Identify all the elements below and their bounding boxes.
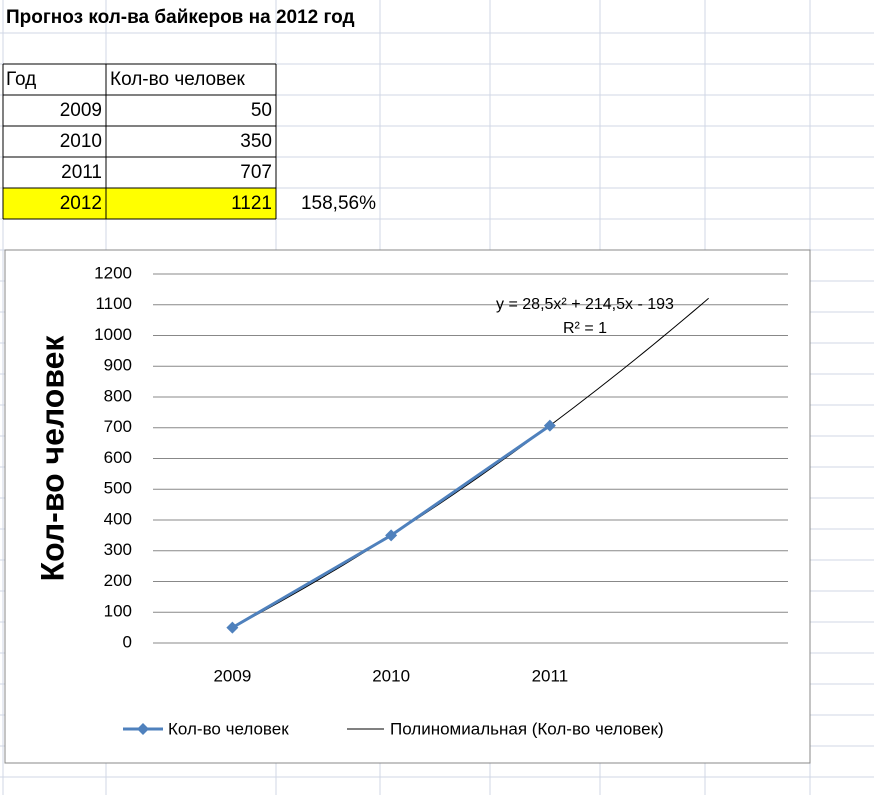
y-tick-label: 900 bbox=[104, 356, 132, 375]
y-tick-label: 200 bbox=[104, 571, 132, 590]
highlight-row bbox=[3, 188, 276, 219]
y-tick-label: 0 bbox=[123, 632, 132, 651]
data-point bbox=[385, 529, 398, 542]
y-tick-label: 1000 bbox=[94, 325, 132, 344]
legend-label: Кол-во человек bbox=[168, 719, 289, 738]
trendline-equation: y = 28,5x² + 214,5x - 193 bbox=[496, 296, 674, 313]
header-cell: Год bbox=[6, 69, 36, 90]
table-cell: 50 bbox=[251, 100, 272, 121]
x-tick-label: 2010 bbox=[372, 666, 410, 685]
legend-label: Полиномиальная (Кол-во человек) bbox=[390, 719, 664, 738]
table-cell: 2011 bbox=[61, 162, 102, 183]
x-tick-label: 2011 bbox=[532, 666, 569, 685]
y-tick-label: 500 bbox=[104, 479, 132, 498]
table-cell: 2012 bbox=[60, 193, 102, 214]
y-tick-label: 100 bbox=[104, 602, 132, 621]
sheet-title: Прогноз кол-ва байкеров на 2012 год bbox=[6, 7, 355, 28]
trendline bbox=[232, 297, 709, 629]
x-tick-label: 2009 bbox=[213, 666, 251, 685]
data-point bbox=[226, 621, 239, 634]
y-tick-label: 1100 bbox=[95, 294, 132, 313]
chart: 0 100 200 300 400 500 600 700 800 900 1000 1100 1200… bbox=[34, 263, 788, 738]
y-tick-label: 800 bbox=[104, 386, 132, 405]
y-tick-label: 400 bbox=[104, 509, 132, 528]
y-axis-title: Кол-во человек bbox=[34, 335, 70, 582]
header-cell: Кол-во человек bbox=[110, 69, 246, 90]
table-cell: 350 bbox=[240, 131, 272, 152]
y-tick-label: 300 bbox=[104, 540, 132, 559]
cells: Год Кол-во человек 2009 50 2010 350 2011 707 201… bbox=[2, 63, 376, 220]
legend-marker bbox=[137, 723, 149, 735]
y-tick-label: 1200 bbox=[94, 263, 132, 282]
table-cell: 1121 bbox=[231, 193, 272, 214]
note-cell: 158,56% bbox=[301, 193, 376, 214]
trendline-r2: R² = 1 bbox=[563, 320, 607, 337]
table-cell: 707 bbox=[240, 162, 272, 183]
table-cell: 2010 bbox=[60, 131, 102, 152]
table-cell: 2009 bbox=[60, 100, 102, 121]
y-tick-label: 700 bbox=[104, 417, 132, 436]
y-tick-label: 600 bbox=[104, 448, 132, 467]
data-point bbox=[543, 419, 556, 432]
